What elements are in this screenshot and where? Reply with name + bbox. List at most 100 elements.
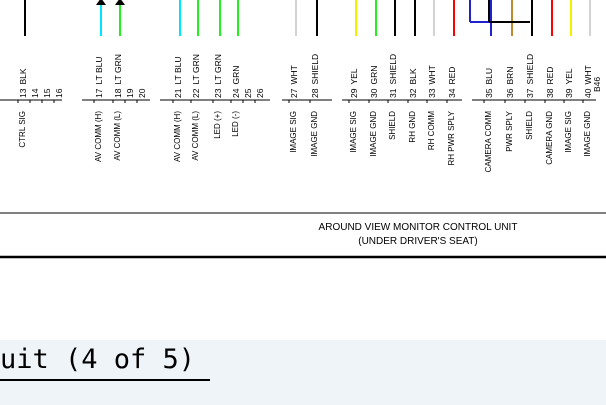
pin-label-39: 39 YEL [564, 68, 574, 98]
pin-number: 16 [54, 88, 64, 98]
pin-function-31: SHIELD [388, 111, 397, 140]
pin-function-38: CAMERA GND [545, 111, 554, 165]
pin-label-40: 40 WHT [583, 65, 593, 98]
pin-number: 20 [137, 88, 147, 98]
pin-label-17: 17 LT BLU [94, 56, 104, 98]
pin-label-26: 26 [255, 88, 265, 98]
wire-color-code: BLK [18, 68, 28, 84]
pin-function-21: AV COMM (H) [173, 111, 182, 162]
wire-color-code: BLU [484, 68, 494, 85]
pin-function-13: CTRL SIG [18, 111, 27, 148]
pin-label-22: 22 LT GRN [191, 54, 201, 98]
pin-number: 26 [255, 88, 265, 98]
pin-function-33: RH COMM [427, 111, 436, 150]
pin-number: 32 [408, 88, 418, 98]
pin-label-25: 25 [243, 88, 253, 98]
pin-number: 22 [191, 88, 201, 98]
wire-color-code: LT BLU [94, 56, 104, 84]
pin-number: 23 [213, 88, 223, 98]
pin-function-23: LED (+) [213, 111, 222, 139]
pin-number: 25 [243, 88, 253, 98]
pin-number: 15 [42, 88, 52, 98]
wire-color-code: YEL [564, 68, 574, 84]
pin-number: 27 [289, 88, 299, 98]
pin-number: 36 [505, 88, 515, 98]
pin-label-19: 19 [125, 88, 135, 98]
pin-label-21: 21 LT BLU [173, 56, 183, 98]
pin-function-27: IMAGE SIG [289, 111, 298, 153]
pin-label-28: 28 SHIELD [310, 54, 320, 98]
pin-function-39: IMAGE SIG [564, 111, 573, 153]
pin-number: 31 [388, 88, 398, 98]
pin-label-16: 16 [54, 88, 64, 98]
pin-label-33: 33 WHT [427, 65, 437, 98]
wire-color-code: RED [545, 67, 555, 85]
pin-number: 14 [30, 88, 40, 98]
pin-label-32: 32 BLK [408, 68, 418, 98]
pin-number: 38 [545, 88, 555, 98]
arrow-pin-17-icon [96, 0, 106, 5]
pin-label-30: 30 GRN [369, 66, 379, 98]
section-caption: uit (4 of 5) [0, 344, 196, 375]
pin-label-29: 29 YEL [349, 68, 359, 98]
wire-color-code: LT GRN [191, 54, 201, 84]
wire-color-code: RED [447, 67, 457, 85]
wire-color-code: GRN [369, 66, 379, 85]
connector-id: B46 [592, 77, 602, 92]
pin-function-36: PWR SPLY [505, 110, 514, 151]
pin-function-28: IMAGE GND [310, 111, 319, 157]
pin-function-30: IMAGE GND [369, 111, 378, 157]
wire-color-code: YEL [349, 68, 359, 84]
pin-number: 18 [113, 88, 123, 98]
wire-color-code: WHT [427, 65, 437, 84]
wiring-schematic: 13 BLK CTRL SIG 14 15 16 17 LT BLU AV COMM (H) 18… [0, 0, 606, 259]
pin-function-24: LED (-) [231, 111, 240, 137]
pin-function-29: IMAGE SIG [349, 111, 358, 153]
pin-label-35: 35 BLU [484, 68, 494, 98]
unit-location: (UNDER DRIVER'S SEAT) [358, 236, 478, 247]
pin-function-35: CAMERA COMM [484, 111, 493, 173]
wire-color-code: SHIELD [310, 54, 320, 85]
pin-label-36: 36 BRN [505, 67, 515, 98]
pin-function-40: IMAGE GND [583, 111, 592, 157]
wire-color-code: BRN [505, 67, 515, 85]
pin-number: 19 [125, 88, 135, 98]
pin-number: 37 [525, 88, 535, 98]
pin-label-13: 13 BLK [18, 68, 28, 98]
pin-number: 17 [94, 88, 104, 98]
pin-number: 24 [231, 88, 241, 98]
wire-color-code: LT BLU [173, 56, 183, 84]
wire-color-code: GRN [231, 66, 241, 85]
pin-number: 35 [484, 88, 494, 98]
pin-label-37: 37 SHIELD [525, 54, 535, 98]
pin-number: 39 [564, 88, 574, 98]
pin-number: 28 [310, 88, 320, 98]
pin-number: 21 [173, 88, 183, 98]
pin-label-23: 23 LT GRN [213, 54, 223, 98]
pin-function-17: AV COMM (H) [94, 111, 103, 162]
caption-underline [0, 379, 210, 381]
pin-label-38: 38 RED [545, 67, 555, 98]
pin-number: 34 [447, 88, 457, 98]
pin-function-18: AV COMM (L) [113, 111, 122, 161]
pin-label-20: 20 [137, 88, 147, 98]
wire-color-code: BLK [408, 68, 418, 84]
pin-label-14: 14 [30, 88, 40, 98]
pin-label-18: 18 LT GRN [113, 54, 123, 98]
wire-color-code: LT GRN [113, 54, 123, 84]
pin-number: 40 [583, 88, 593, 98]
pin-label-15: 15 [42, 88, 52, 98]
pin-number: 30 [369, 88, 379, 98]
caption-band [0, 340, 606, 405]
pin-function-37: SHIELD [525, 111, 534, 140]
pin-label-34: 34 RED [447, 67, 457, 98]
arrow-pin-18-icon [115, 0, 125, 5]
pin-number: 29 [349, 88, 359, 98]
wire-color-code: LT GRN [213, 54, 223, 84]
pin-label-31: 31 SHIELD [388, 54, 398, 98]
pin-number: 13 [18, 88, 28, 98]
pin-label-27: 27 WHT [289, 65, 299, 98]
wire-color-code: SHIELD [388, 54, 398, 85]
pin-function-22: AV COMM (L) [191, 111, 200, 161]
pin-number: 33 [427, 88, 437, 98]
